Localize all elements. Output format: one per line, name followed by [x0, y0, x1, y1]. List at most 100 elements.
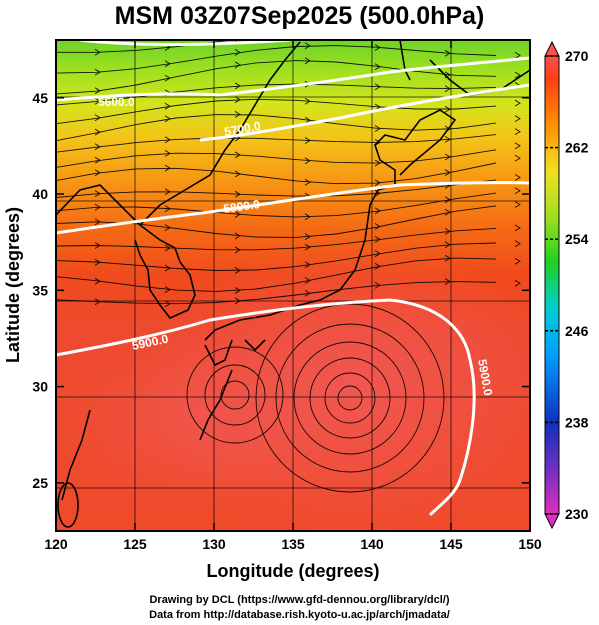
- footer-data-source: Data from http://database.rish.kyoto-u.a…: [149, 609, 450, 621]
- contour-label: 5600.0: [98, 95, 135, 109]
- colorbar-tick-label: 230: [565, 506, 589, 522]
- contour-line-5600-top: [79, 40, 291, 46]
- flow-arrow: [374, 189, 381, 197]
- flow-arrow: [234, 111, 241, 118]
- contour-line-5900: [56, 298, 476, 517]
- flow-arrow: [234, 170, 241, 178]
- flow-arrow: [444, 254, 451, 262]
- flow-arrow: [234, 287, 241, 294]
- flow-arrow: [304, 157, 311, 165]
- flow-arrow: [164, 164, 171, 172]
- x-tick-label: 125: [123, 536, 147, 552]
- flow-arrow: [374, 83, 381, 91]
- flow-arrow: [374, 159, 381, 167]
- y-tick-label: 40: [32, 186, 48, 202]
- flow-arrow: [164, 286, 171, 293]
- y-tick-label: 45: [32, 90, 48, 106]
- contour-line-5700: [199, 83, 530, 142]
- flow-arrow: [514, 201, 521, 208]
- y-tick-label: 35: [32, 282, 48, 298]
- flow-arrow: [374, 139, 381, 146]
- flow-arrow: [234, 151, 241, 159]
- flow-arrow: [444, 136, 451, 143]
- flow-arrow: [164, 150, 171, 157]
- flow-arrow: [164, 264, 171, 272]
- contour-line-5600: [56, 56, 530, 102]
- flow-arrow: [444, 278, 451, 285]
- flow-arrow: [304, 57, 311, 65]
- x-axis-label: Longitude (degrees): [206, 561, 379, 581]
- flow-arrow: [234, 61, 241, 69]
- flow-arrow: [514, 128, 521, 135]
- flow-arrow: [164, 115, 171, 123]
- colorbar-gradient: [544, 55, 560, 515]
- flow-arrow: [374, 223, 381, 230]
- flow-arrow: [304, 137, 311, 144]
- flow-arrow: [444, 71, 451, 79]
- flow-arrow: [514, 154, 521, 162]
- flow-arrow: [164, 102, 171, 110]
- y-tick-label: 25: [32, 475, 48, 491]
- flow-arrow: [514, 187, 521, 195]
- flow-arrow: [94, 128, 101, 136]
- flow-arrow: [374, 207, 381, 215]
- flow-arrow: [94, 190, 101, 197]
- x-tick-label: 120: [44, 536, 68, 552]
- flow-arrow: [444, 228, 451, 235]
- coastlines: [56, 40, 530, 528]
- flow-arrow: [444, 49, 451, 57]
- flow-arrow: [94, 97, 101, 105]
- flow-arrow: [234, 96, 241, 103]
- contour-label: 5800.0: [222, 197, 261, 216]
- flow-arrow: [164, 136, 171, 144]
- colorbar: 230 238 246 254 262 270: [544, 40, 589, 530]
- flow-arrow: [234, 232, 241, 240]
- flow-arrow: [444, 105, 451, 113]
- flow-arrow: [304, 243, 311, 251]
- height-contours: [56, 40, 530, 517]
- flow-arrow: [304, 42, 311, 50]
- flow-arrow: [444, 241, 451, 248]
- y-tick-label: 30: [32, 379, 48, 395]
- flow-arrow: [94, 298, 101, 306]
- flow-arrow: [514, 142, 521, 150]
- flow-arrow: [94, 242, 101, 249]
- flow-arrow: [444, 85, 451, 93]
- flow-arrow: [304, 213, 311, 221]
- flow-arrow: [234, 211, 241, 218]
- flow-arrow: [164, 188, 171, 196]
- flow-arrow: [94, 169, 101, 177]
- flow-arrow: [374, 250, 381, 257]
- flow-arrow: [164, 300, 171, 308]
- flow-arrow: [164, 244, 171, 252]
- flow-arrow: [444, 169, 451, 176]
- flow-arrow: [234, 190, 241, 198]
- contour-line-5800: [56, 181, 530, 235]
- y-axis-label: Latitude (degrees): [3, 207, 23, 363]
- flow-arrow: [304, 178, 311, 186]
- flow-arrow: [304, 289, 311, 297]
- flow-arrow: [514, 224, 521, 232]
- flow-arrow: [164, 224, 171, 231]
- flow-arrow: [514, 99, 521, 107]
- flow-arrow: [304, 277, 311, 284]
- flow-arrow: [234, 246, 241, 254]
- flow-arrow: [94, 277, 101, 285]
- colorbar-upper-arrow: [544, 40, 560, 57]
- flow-arrow: [94, 203, 101, 211]
- x-tick-label: 130: [202, 536, 226, 552]
- x-axis: 120 125 130 135 140 145 150: [44, 40, 542, 552]
- contour-labels: 5900.0 5800.0 5700.0 5600.0 5900.0: [98, 95, 495, 397]
- flow-arrow: [444, 153, 451, 161]
- flow-arrow: [164, 60, 171, 68]
- colorbar-tick-label: 254: [565, 231, 589, 247]
- flow-arrow: [234, 267, 241, 274]
- flow-arrow: [375, 28, 380, 34]
- flow-arrow: [304, 97, 311, 105]
- flow-arrow: [234, 297, 241, 305]
- flow-arrow: [94, 87, 101, 95]
- flow-arrow: [514, 71, 521, 79]
- flow-arrow: [514, 115, 521, 122]
- flow-arrow: [374, 179, 381, 187]
- x-tick-label: 140: [360, 536, 384, 552]
